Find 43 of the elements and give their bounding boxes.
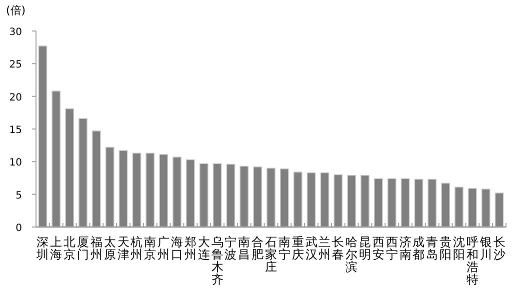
x-tick-label: 北京 [64,235,76,262]
x-tick-label: 昆明 [359,235,371,262]
y-axis-title: (倍) [6,4,26,17]
y-tick-label: 20 [9,92,22,104]
x-tick-label: 宁波 [224,235,237,262]
x-tick-label: 呼和浩特 [466,235,478,286]
x-tick-label: 南宁 [278,235,290,262]
x-tick-label: 武汉 [305,235,318,262]
x-tick-label: 石家庄 [265,235,277,274]
x-tick-label: 乌鲁木齐 [211,235,224,286]
x-tick-label: 广州 [158,235,170,262]
y-tick-label: 5 [16,190,22,202]
x-tick-label: 福州 [90,235,102,262]
x-tick-label: 成都 [412,235,425,262]
x-tick-label: 哈尔滨 [346,235,358,274]
x-tick-label: 太原 [104,235,116,262]
x-tick-label: 合肥 [252,235,264,262]
x-tick-label: 郑州 [184,235,196,262]
x-tick-label: 银川 [478,235,492,262]
y-tick-label: 10 [9,158,22,169]
x-tick-label: 南昌 [238,235,250,262]
x-tick-label: 深圳 [36,235,49,262]
y-tick-label: 0 [16,223,22,234]
x-tick-label: 长春 [332,235,344,262]
x-tick-label: 厦门 [77,235,89,262]
y-tick-label: 30 [9,27,22,38]
x-tick-label: 贵阳 [440,235,452,262]
x-tick-label: 天津 [117,235,130,262]
x-tick-label: 海口 [171,235,183,262]
x-tick-label: 重庆 [292,235,304,262]
y-tick-label: 25 [9,60,22,71]
x-tick-label: 南京 [144,235,156,262]
x-tick-label: 济南 [399,235,412,262]
x-tick-label: 西宁 [386,235,398,262]
x-tick-label: 西安 [372,235,384,262]
x-tick-label: 大连 [198,235,210,262]
x-tick-label: 上海 [50,235,62,262]
x-tick-label: 兰州 [318,235,331,262]
x-tick-label: 杭州 [130,235,143,262]
x-tick-label: 青岛 [426,235,438,262]
x-tick-label: 长沙 [493,235,506,262]
x-tick-label: 沈阳 [453,235,465,262]
y-tick-label: 15 [9,125,22,136]
